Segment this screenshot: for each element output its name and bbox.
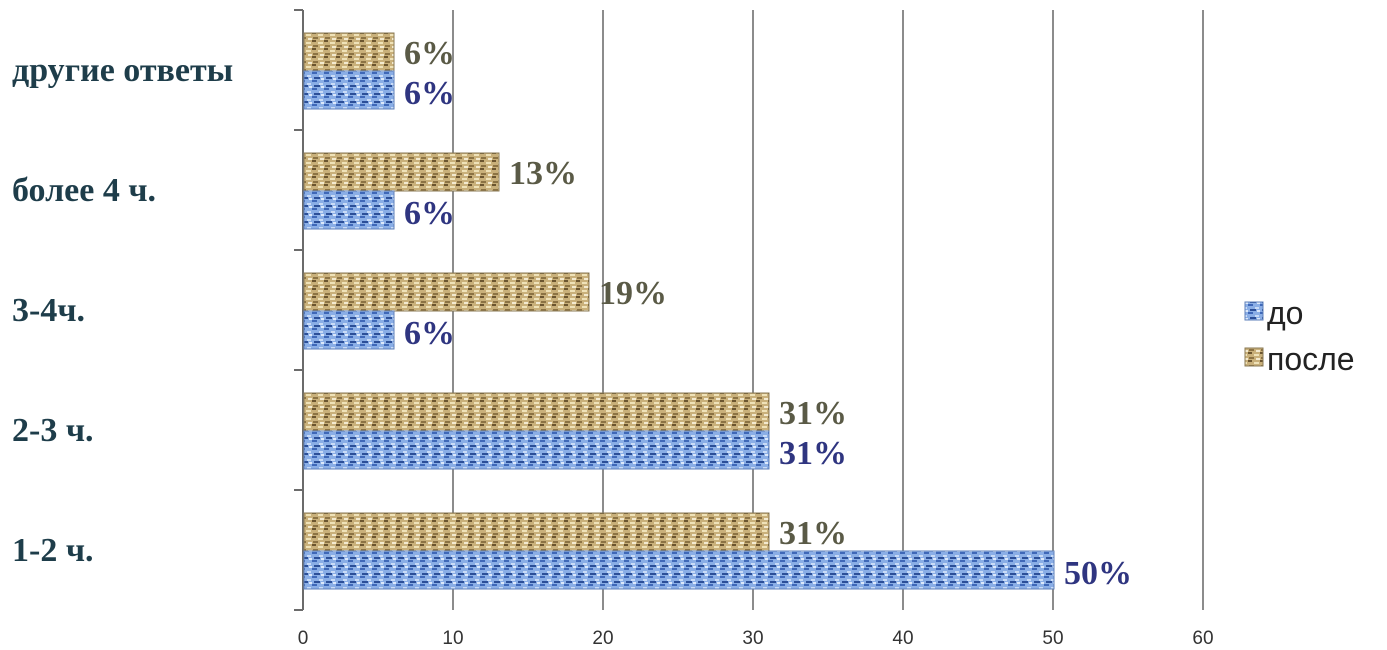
data-label-posle: 13% [509, 155, 577, 192]
bar-posle [303, 512, 770, 552]
x-tick-label: 60 [1192, 628, 1213, 649]
data-label-do: 6% [404, 315, 455, 352]
category-label: более 4 ч. [12, 172, 156, 209]
data-labels: 31%50%31%31%19%6%13%6%6%6% [404, 35, 1132, 592]
legend-swatch-do [1244, 301, 1264, 321]
data-label-do: 50% [1064, 555, 1132, 592]
bar-do [303, 70, 395, 110]
x-tick-labels: 0 10 20 30 40 50 60 [298, 628, 1214, 649]
category-label: 1-2 ч. [12, 532, 94, 569]
legend-swatch-posle [1244, 347, 1264, 367]
bars [303, 32, 1055, 590]
x-tick-label: 10 [442, 628, 463, 649]
x-tick-label: 0 [298, 628, 309, 649]
legend-label-do: до [1267, 295, 1303, 331]
gridlines [452, 10, 1204, 610]
bar-posle [303, 272, 590, 312]
data-label-posle: 19% [599, 275, 667, 312]
x-tick-label: 50 [1042, 628, 1063, 649]
legend: до после [1244, 295, 1355, 377]
data-label-do: 6% [404, 75, 455, 112]
category-label: 2-3 ч. [12, 412, 94, 449]
category-label: другие ответы [12, 52, 233, 89]
data-label-do: 6% [404, 195, 455, 232]
x-tick-label: 20 [592, 628, 613, 649]
x-tick-label: 30 [742, 628, 763, 649]
data-label-posle: 31% [779, 515, 847, 552]
data-label-posle: 31% [779, 395, 847, 432]
category-label: 3-4ч. [12, 292, 85, 329]
x-tick-label: 40 [892, 628, 913, 649]
data-label-do: 31% [779, 435, 847, 472]
legend-label-posle: после [1267, 341, 1355, 377]
bar-posle [303, 392, 770, 432]
bar-posle [303, 32, 395, 72]
y-axis [294, 9, 304, 611]
bar-do [303, 550, 1055, 590]
data-label-posle: 6% [404, 35, 455, 72]
bar-do [303, 190, 395, 230]
bar-posle [303, 152, 500, 192]
category-labels: 1-2 ч. 2-3 ч. 3-4ч. более 4 ч. другие ответы [12, 52, 233, 569]
bar-do [303, 430, 770, 470]
bar-do [303, 310, 395, 350]
